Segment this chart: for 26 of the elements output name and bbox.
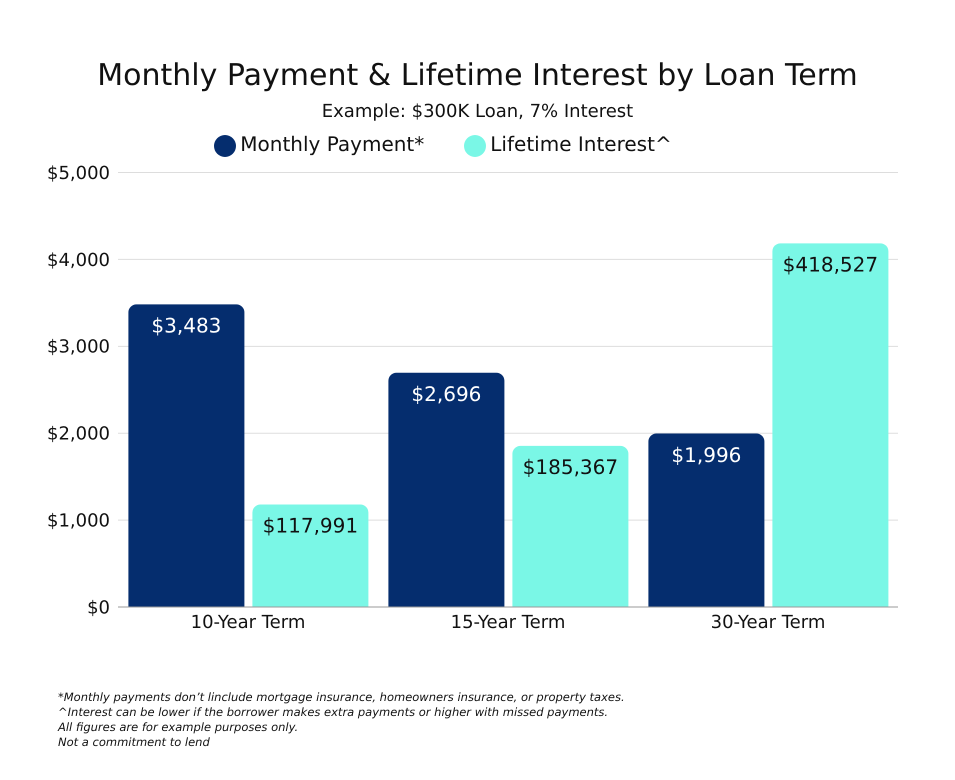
y-tick-label: $5,000 [47, 162, 110, 184]
text: ^Interest can be lower if the borrower makes extra payments or higher with missed payments. [58, 705, 610, 720]
text: *Monthly payments don’t linclude mortgage insurance, homeowners insurance, or property taxes. [58, 690, 625, 705]
chart-subtitle: Example: $300K Loan, 7% Interest [320, 101, 634, 122]
data-label: $117,991 [262, 514, 358, 538]
data-label: $185,367 [522, 455, 618, 480]
y-tick-label: $3,000 [47, 336, 110, 358]
x-tick-label: 10-Year Term [190, 612, 306, 633]
data-label: $418,527 [782, 252, 878, 277]
text: Not a commitment to lend [58, 735, 211, 750]
bar [648, 434, 764, 607]
data-label: $3,483 [151, 314, 222, 338]
text: All figures are for example purposes only. [58, 720, 300, 735]
legend-label: Lifetime Interest^ [490, 132, 672, 156]
y-tick-label: $1,000 [47, 510, 110, 532]
y-tick-label: $4,000 [47, 250, 110, 271]
bar [128, 304, 244, 607]
data-label: $1,996 [671, 442, 742, 467]
y-tick-label: $0 [87, 597, 110, 618]
data-label: $2,696 [411, 382, 482, 406]
bar [388, 372, 504, 607]
chart-title: Monthly Payment & Lifetime Interest by Loan Term [96, 57, 859, 93]
legend-label: Monthly Payment* [240, 132, 424, 156]
x-tick-label: 30-Year Term [710, 612, 826, 633]
x-tick-label: 15-Year Term [450, 612, 566, 633]
y-tick-label: $2,000 [47, 424, 110, 445]
